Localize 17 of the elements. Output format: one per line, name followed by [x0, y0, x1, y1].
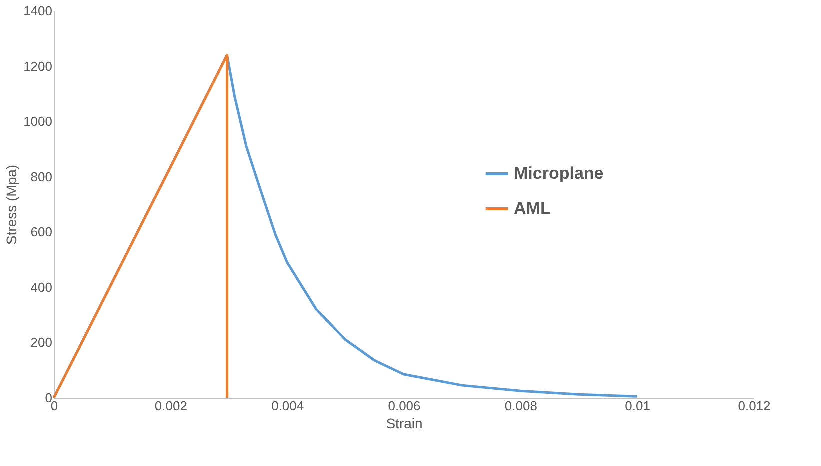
y-tick-label: 800 [30, 169, 52, 184]
y-tick-label: 200 [30, 335, 52, 350]
x-axis-title: Strain [386, 416, 423, 432]
y-tick-label: 400 [30, 280, 52, 295]
x-tick-label: 0.004 [272, 398, 304, 414]
legend-label: Microplane [514, 164, 604, 183]
x-tick-label: 0.006 [388, 398, 421, 414]
x-tick-label: 0.01 [625, 398, 650, 414]
y-tick-label: 600 [30, 224, 52, 240]
y-tick-label: 1200 [24, 58, 52, 74]
y-tick-label: 1400 [24, 4, 52, 18]
y-axis-title: Stress (Mpa) [4, 164, 20, 246]
y-tick-label: 1000 [24, 114, 52, 130]
x-tick-label: 0.012 [738, 398, 771, 414]
x-tick-label: 0.008 [504, 398, 538, 414]
legend-label: AML [514, 199, 551, 218]
x-tick-label: 0.002 [154, 398, 188, 414]
